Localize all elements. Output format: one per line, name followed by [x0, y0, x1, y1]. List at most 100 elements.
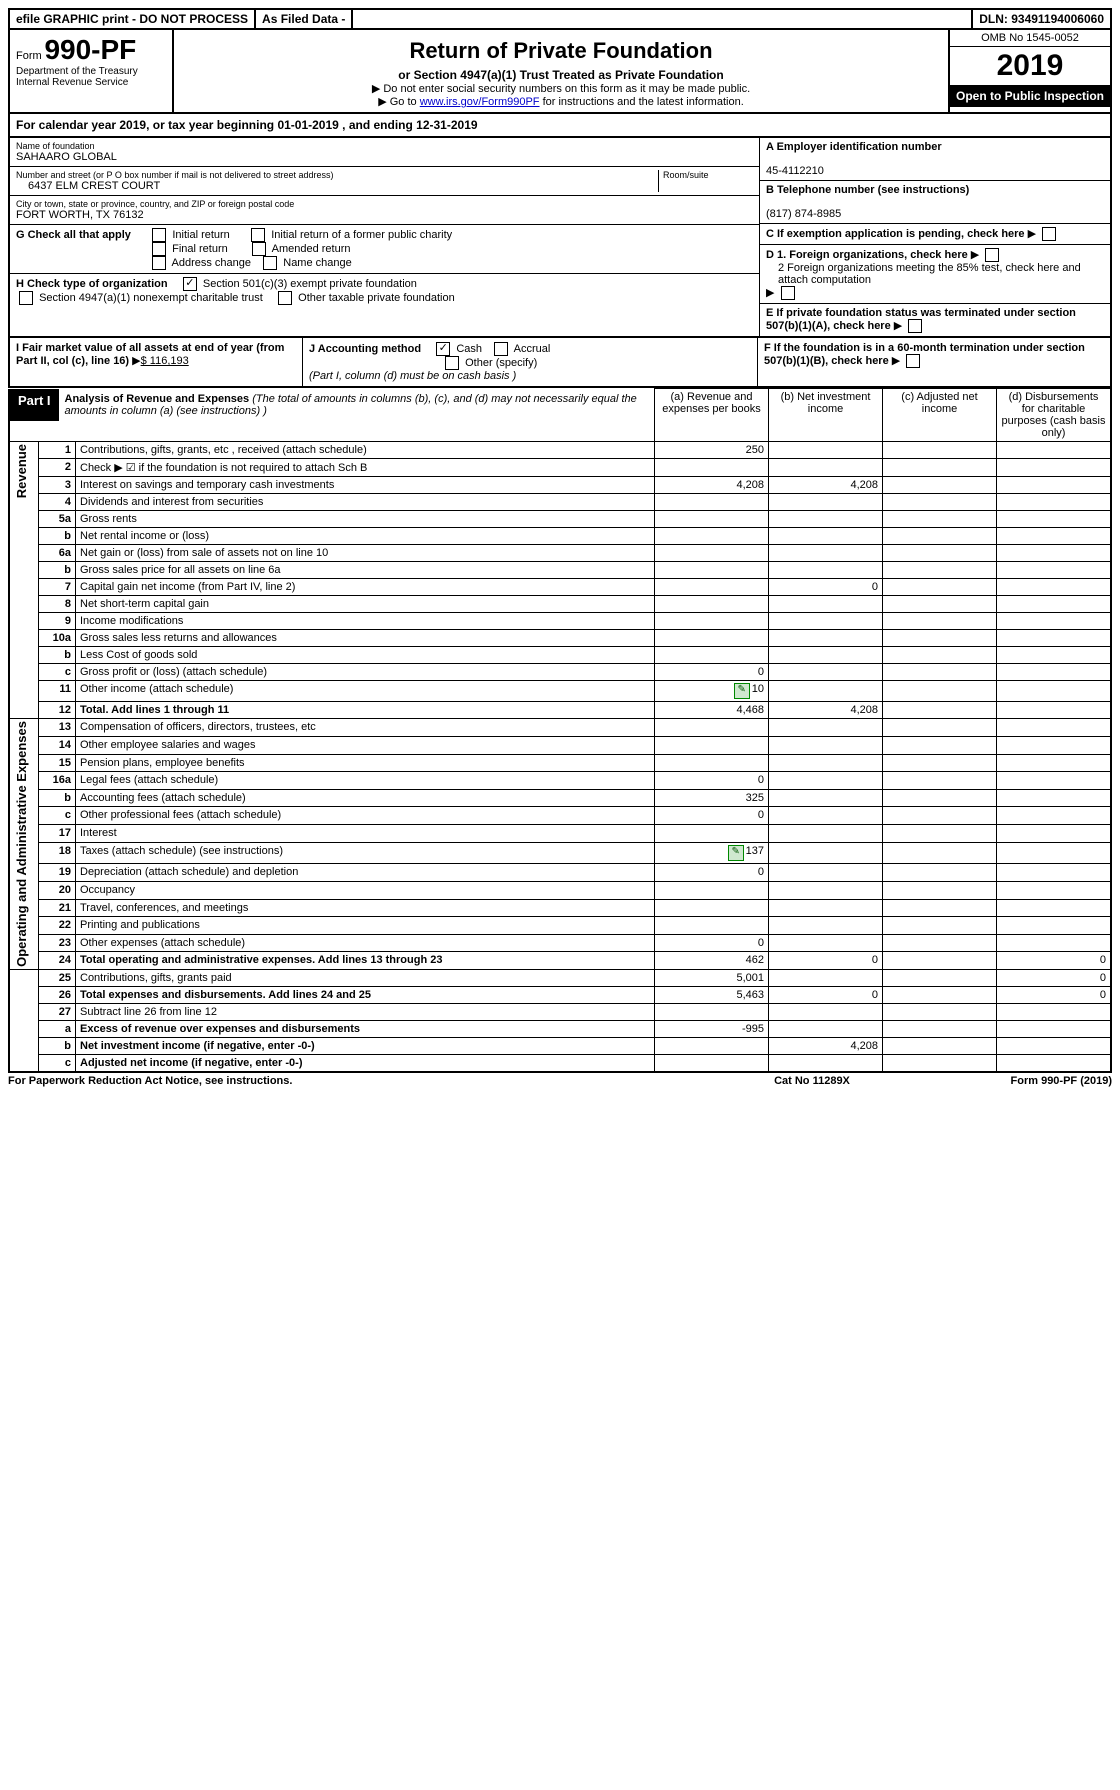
line-desc: Net gain or (loss) from sale of assets n… [76, 545, 655, 562]
cash-checkbox[interactable]: ✓ [436, 342, 450, 356]
cell-c [883, 1021, 997, 1038]
cell-a [655, 719, 769, 737]
line-number: 7 [39, 579, 76, 596]
cell-c [883, 987, 997, 1004]
top-spacer [353, 10, 973, 28]
cell-b [769, 807, 883, 825]
attach-icon[interactable]: ✎ [734, 683, 750, 699]
table-row: bNet rental income or (loss) [9, 528, 1111, 545]
table-row: 21Travel, conferences, and meetings [9, 899, 1111, 917]
cell-a [655, 613, 769, 630]
line-desc: Capital gain net income (from Part IV, l… [76, 579, 655, 596]
line-number: 13 [39, 719, 76, 737]
cell-d [997, 494, 1112, 511]
table-row: 5aGross rents [9, 511, 1111, 528]
cell-a [655, 1038, 769, 1055]
amended-checkbox[interactable] [252, 242, 266, 256]
cell-a [655, 562, 769, 579]
cell-a: 462 [655, 952, 769, 970]
accrual-checkbox[interactable] [494, 342, 508, 356]
f-checkbox[interactable] [906, 354, 920, 368]
line-desc: Occupancy [76, 882, 655, 900]
other-taxable-checkbox[interactable] [278, 291, 292, 305]
initial-return-checkbox[interactable] [152, 228, 166, 242]
cell-b: 0 [769, 952, 883, 970]
attach-icon[interactable]: ✎ [728, 845, 744, 861]
line-number: b [39, 562, 76, 579]
room-label: Room/suite [663, 170, 753, 180]
c-checkbox[interactable] [1042, 227, 1056, 241]
cell-c [883, 630, 997, 647]
addr-label: Number and street (or P O box number if … [16, 170, 658, 180]
line-number: 24 [39, 952, 76, 970]
cell-c [883, 772, 997, 790]
name-row: Name of foundation SAHAARO GLOBAL [10, 138, 759, 167]
cell-d [997, 825, 1112, 843]
cell-b [769, 842, 883, 864]
line-number: c [39, 1055, 76, 1073]
cell-a [655, 579, 769, 596]
line-desc: Income modifications [76, 613, 655, 630]
cell-b [769, 772, 883, 790]
d1-checkbox[interactable] [985, 248, 999, 262]
table-row: 17Interest [9, 825, 1111, 843]
i-value: $ 116,193 [141, 355, 189, 367]
final-return-checkbox[interactable] [152, 242, 166, 256]
j-block: J Accounting method ✓ Cash Accrual Other… [303, 338, 758, 386]
initial-former-checkbox[interactable] [251, 228, 265, 242]
line-desc: Compensation of officers, directors, tru… [76, 719, 655, 737]
cell-b [769, 825, 883, 843]
line-number: 20 [39, 882, 76, 900]
cell-c [883, 934, 997, 952]
cell-b: 4,208 [769, 702, 883, 719]
cell-c [883, 562, 997, 579]
cell-a [655, 917, 769, 935]
cell-c [883, 511, 997, 528]
501c3-checkbox[interactable]: ✓ [183, 277, 197, 291]
line-number: b [39, 1038, 76, 1055]
cell-b [769, 528, 883, 545]
name-change-checkbox[interactable] [263, 256, 277, 270]
cell-d: 0 [997, 952, 1112, 970]
cell-d [997, 477, 1112, 494]
cell-a [655, 736, 769, 754]
cell-c [883, 842, 997, 864]
table-row: 23Other expenses (attach schedule)0 [9, 934, 1111, 952]
note2-post: for instructions and the latest informat… [543, 96, 744, 108]
tax-year: 2019 [950, 47, 1110, 85]
arrow-icon: ▶ [892, 355, 900, 367]
cell-b: 4,208 [769, 477, 883, 494]
cell-b [769, 917, 883, 935]
cell-c [883, 681, 997, 702]
4947-checkbox[interactable] [19, 291, 33, 305]
d2-checkbox[interactable] [781, 286, 795, 300]
table-row: 26Total expenses and disbursements. Add … [9, 987, 1111, 1004]
other-method-checkbox[interactable] [445, 356, 459, 370]
table-row: 27Subtract line 26 from line 12 [9, 1004, 1111, 1021]
cell-b [769, 1021, 883, 1038]
city-label: City or town, state or province, country… [16, 199, 753, 209]
final-return-label: Final return [172, 243, 228, 255]
line-number: 6a [39, 545, 76, 562]
e-checkbox[interactable] [908, 319, 922, 333]
line-number: 17 [39, 825, 76, 843]
line-desc: Net short-term capital gain [76, 596, 655, 613]
cell-c [883, 459, 997, 477]
asfiled-label: As Filed Data - [256, 10, 353, 28]
cell-a [655, 1055, 769, 1073]
cell-d [997, 736, 1112, 754]
cell-a: 5,001 [655, 970, 769, 987]
footer-left: For Paperwork Reduction Act Notice, see … [8, 1075, 712, 1087]
table-row: 18Taxes (attach schedule) (see instructi… [9, 842, 1111, 864]
irs-link[interactable]: www.irs.gov/Form990PF [420, 96, 540, 108]
foundation-city: FORT WORTH, TX 76132 [16, 209, 753, 221]
cell-d [997, 664, 1112, 681]
address-change-checkbox[interactable] [152, 256, 166, 270]
cell-a: 325 [655, 789, 769, 807]
cell-a [655, 545, 769, 562]
cell-b [769, 864, 883, 882]
cell-a [655, 1004, 769, 1021]
footer-right: Form 990-PF (2019) [912, 1075, 1112, 1087]
4947-label: Section 4947(a)(1) nonexempt charitable … [39, 292, 263, 304]
top-bar: efile GRAPHIC print - DO NOT PROCESS As … [8, 8, 1112, 30]
